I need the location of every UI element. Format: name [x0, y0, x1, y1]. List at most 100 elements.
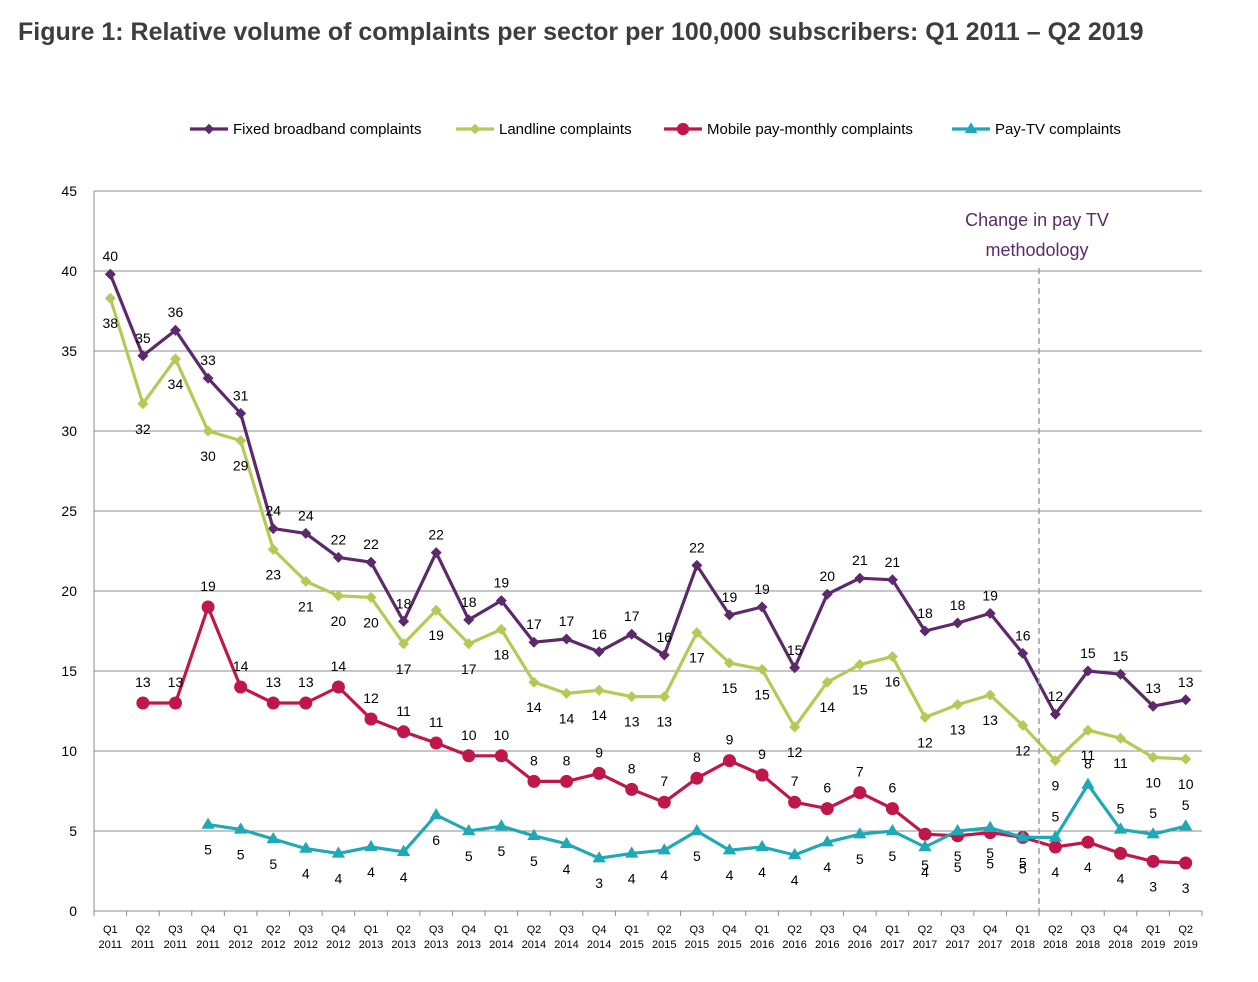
data-point-fixed-broadband-complaints: [332, 551, 344, 563]
data-label-landline-complaints: 38: [103, 315, 119, 331]
data-point-pay-tv-complaints: [690, 824, 704, 836]
data-point-fixed-broadband-complaints: [528, 636, 540, 648]
data-point-pay-tv-complaints: [559, 836, 574, 848]
data-label-landline-complaints: 13: [982, 712, 998, 728]
x-tick-quarter: Q2: [136, 924, 151, 936]
x-tick-year: 2012: [228, 939, 252, 951]
data-point-fixed-broadband-complaints: [756, 601, 768, 613]
series-line-mobile-pay-monthly-complaints: [142, 605, 1186, 865]
data-label-mobile-pay-monthly-complaints: 4: [1117, 870, 1125, 886]
data-label-landline-complaints: 13: [950, 722, 966, 738]
data-point-mobile-pay-monthly-complaints: [494, 749, 508, 763]
axis-layer: 051015202530354045Q12011Q22011Q32011Q420…: [61, 183, 1203, 951]
data-label-landline-complaints: 12: [787, 744, 803, 760]
x-tick-quarter: Q2: [918, 924, 933, 936]
data-label-fixed-broadband-complaints: 24: [298, 507, 314, 523]
data-label-mobile-pay-monthly-complaints: 9: [758, 746, 766, 762]
data-label-mobile-pay-monthly-complaints: 7: [791, 773, 799, 789]
data-label-fixed-broadband-complaints: 19: [754, 581, 770, 597]
x-tick-quarter: Q2: [527, 924, 542, 936]
data-point-pay-tv-complaints: [396, 844, 411, 856]
y-tick-label: 20: [61, 583, 77, 599]
x-tick-year: 2016: [782, 939, 806, 951]
data-label-pay-tv-complaints: 4: [823, 859, 831, 875]
data-label-pay-tv-complaints: 5: [693, 848, 701, 864]
data-label-landline-complaints: 17: [461, 661, 477, 677]
data-point-mobile-pay-monthly-complaints: [722, 754, 736, 768]
x-tick-quarter: Q3: [298, 924, 313, 936]
data-label-landline-complaints: 14: [819, 699, 835, 715]
data-point-mobile-pay-monthly-complaints: [625, 782, 639, 796]
data-point-landline-complaints: [1082, 724, 1094, 736]
data-point-fixed-broadband-complaints: [1082, 665, 1094, 677]
data-point-fixed-broadband-complaints: [789, 662, 801, 674]
x-tick-quarter: Q4: [852, 924, 867, 936]
data-label-fixed-broadband-complaints: 35: [135, 330, 151, 346]
data-point-mobile-pay-monthly-complaints: [820, 802, 834, 816]
page-title: Figure 1: Relative volume of complaints …: [18, 18, 1144, 46]
data-point-mobile-pay-monthly-complaints: [657, 795, 671, 809]
data-point-fixed-broadband-complaints: [137, 350, 149, 362]
data-label-mobile-pay-monthly-complaints: 3: [1149, 878, 1157, 894]
data-point-landline-complaints: [1115, 732, 1127, 744]
data-point-landline-complaints: [235, 435, 247, 447]
data-point-fixed-broadband-complaints: [854, 572, 866, 584]
x-tick-year: 2014: [554, 939, 578, 951]
data-label-fixed-broadband-complaints: 15: [787, 642, 803, 658]
data-point-landline-complaints: [1049, 755, 1061, 767]
data-label-landline-complaints: 11: [1081, 747, 1096, 763]
data-label-landline-complaints: 23: [265, 566, 281, 582]
annotation-line-1: Change in pay TV: [965, 210, 1109, 230]
data-label-pay-tv-complaints: 6: [432, 832, 440, 848]
data-point-landline-complaints: [821, 676, 833, 688]
data-point-fixed-broadband-complaints: [984, 607, 996, 619]
data-point-mobile-pay-monthly-complaints: [1179, 856, 1193, 870]
data-point-fixed-broadband-complaints: [626, 628, 638, 640]
data-point-pay-tv-complaints: [429, 808, 443, 820]
data-label-mobile-pay-monthly-complaints: 13: [168, 674, 184, 690]
data-label-landline-complaints: 17: [396, 661, 412, 677]
data-label-fixed-broadband-complaints: 13: [1178, 674, 1194, 690]
data-label-fixed-broadband-complaints: 18: [396, 595, 412, 611]
data-point-landline-complaints: [104, 292, 116, 304]
data-point-mobile-pay-monthly-complaints: [1146, 854, 1160, 868]
data-point-mobile-pay-monthly-complaints: [397, 725, 411, 739]
x-tick-year: 2015: [717, 939, 741, 951]
x-tick-quarter: Q1: [364, 924, 379, 936]
data-point-fixed-broadband-complaints: [1017, 647, 1029, 659]
data-label-mobile-pay-monthly-complaints: 6: [823, 780, 831, 796]
x-tick-quarter: Q3: [559, 924, 574, 936]
data-label-mobile-pay-monthly-complaints: 19: [200, 578, 216, 594]
data-label-mobile-pay-monthly-complaints: 7: [660, 773, 668, 789]
data-label-mobile-pay-monthly-complaints: 14: [233, 658, 249, 674]
series-layer: [104, 268, 1193, 870]
series-fixed-broadband-complaints: [104, 268, 1192, 720]
legend-layer: Fixed broadband complaints Landline compl…: [190, 121, 1121, 138]
data-label-mobile-pay-monthly-complaints: 5: [921, 857, 929, 873]
data-point-pay-tv-complaints: [787, 848, 802, 860]
data-point-pay-tv-complaints: [592, 851, 606, 863]
data-label-pay-tv-complaints: 5: [237, 846, 245, 862]
data-point-fixed-broadband-complaints: [919, 625, 931, 637]
data-point-fixed-broadband-complaints: [593, 646, 605, 658]
data-point-fixed-broadband-complaints: [658, 649, 670, 661]
x-tick-year: 2015: [652, 939, 676, 951]
x-tick-year: 2018: [1076, 939, 1100, 951]
data-point-pay-tv-complaints: [494, 819, 509, 831]
x-tick-quarter: Q2: [266, 924, 281, 936]
data-point-landline-complaints: [398, 638, 410, 650]
data-label-landline-complaints: 17: [689, 650, 705, 666]
data-label-pay-tv-complaints: 5: [1019, 854, 1027, 870]
data-label-pay-tv-complaints: 5: [954, 848, 962, 864]
data-label-landline-complaints: 15: [754, 686, 770, 702]
data-point-pay-tv-complaints: [950, 824, 965, 836]
data-label-fixed-broadband-complaints: 21: [852, 552, 868, 568]
legend-item-pay-tv-complaints: Pay-TV complaints: [952, 121, 1121, 138]
data-point-mobile-pay-monthly-complaints: [266, 696, 280, 710]
data-point-pay-tv-complaints: [1048, 830, 1063, 842]
data-point-mobile-pay-monthly-complaints: [592, 766, 606, 780]
data-point-mobile-pay-monthly-complaints: [1048, 840, 1062, 854]
x-tick-year: 2013: [391, 939, 415, 951]
data-point-pay-tv-complaints: [657, 843, 671, 855]
